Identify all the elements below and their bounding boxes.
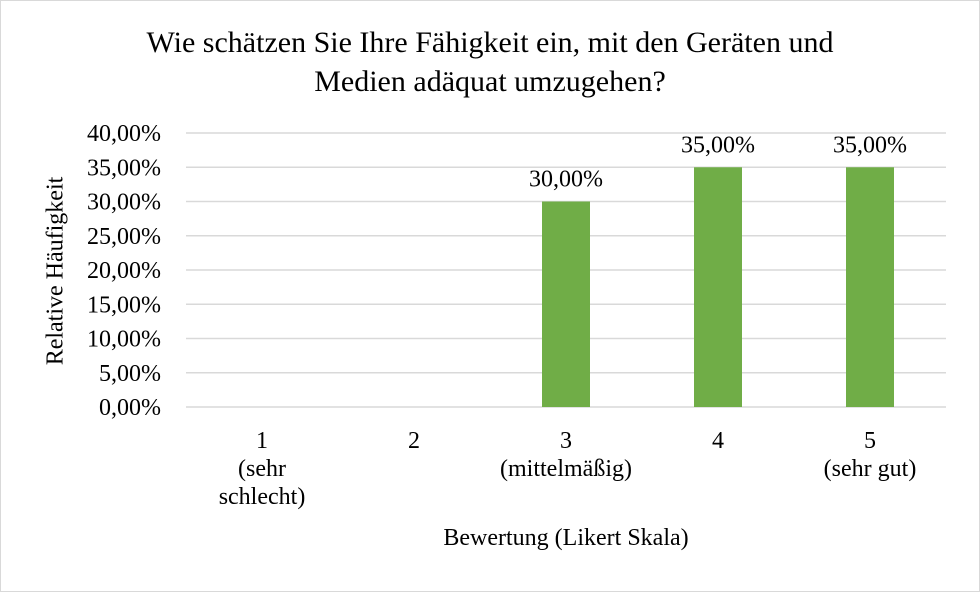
x-axis-label: Bewertung (Likert Skala) [443, 525, 689, 551]
y-tick-label: 5,00% [99, 361, 161, 387]
x-tick-label: (mittelmäßig) [500, 456, 632, 482]
y-tick-label: 30,00% [87, 190, 161, 216]
x-tick-label: 2 [408, 428, 420, 454]
x-tick-label: (sehr gut) [824, 456, 917, 482]
y-tick-label: 20,00% [87, 258, 161, 284]
bar [846, 167, 894, 407]
x-tick-label: 1 [256, 428, 268, 454]
y-tick-label: 15,00% [87, 292, 161, 318]
x-tick-label: (sehr [238, 456, 286, 482]
y-tick-label: 0,00% [99, 395, 161, 421]
data-label: 35,00% [681, 132, 755, 158]
bar [542, 201, 590, 407]
y-tick-label: 10,00% [87, 327, 161, 353]
x-tick-label: 3 [560, 428, 572, 454]
data-label: 35,00% [833, 132, 907, 158]
y-tick-label: 35,00% [87, 155, 161, 181]
chart-title: Wie schätzen Sie Ihre Fähigkeit ein, mit… [146, 26, 834, 98]
x-tick-label: 4 [712, 428, 724, 454]
y-tick-label: 25,00% [87, 224, 161, 250]
data-label: 30,00% [529, 167, 603, 193]
x-tick-label: schlecht) [219, 484, 306, 510]
bar [694, 167, 742, 407]
x-tick-label: 5 [864, 428, 876, 454]
y-tick-label: 40,00% [87, 121, 161, 147]
